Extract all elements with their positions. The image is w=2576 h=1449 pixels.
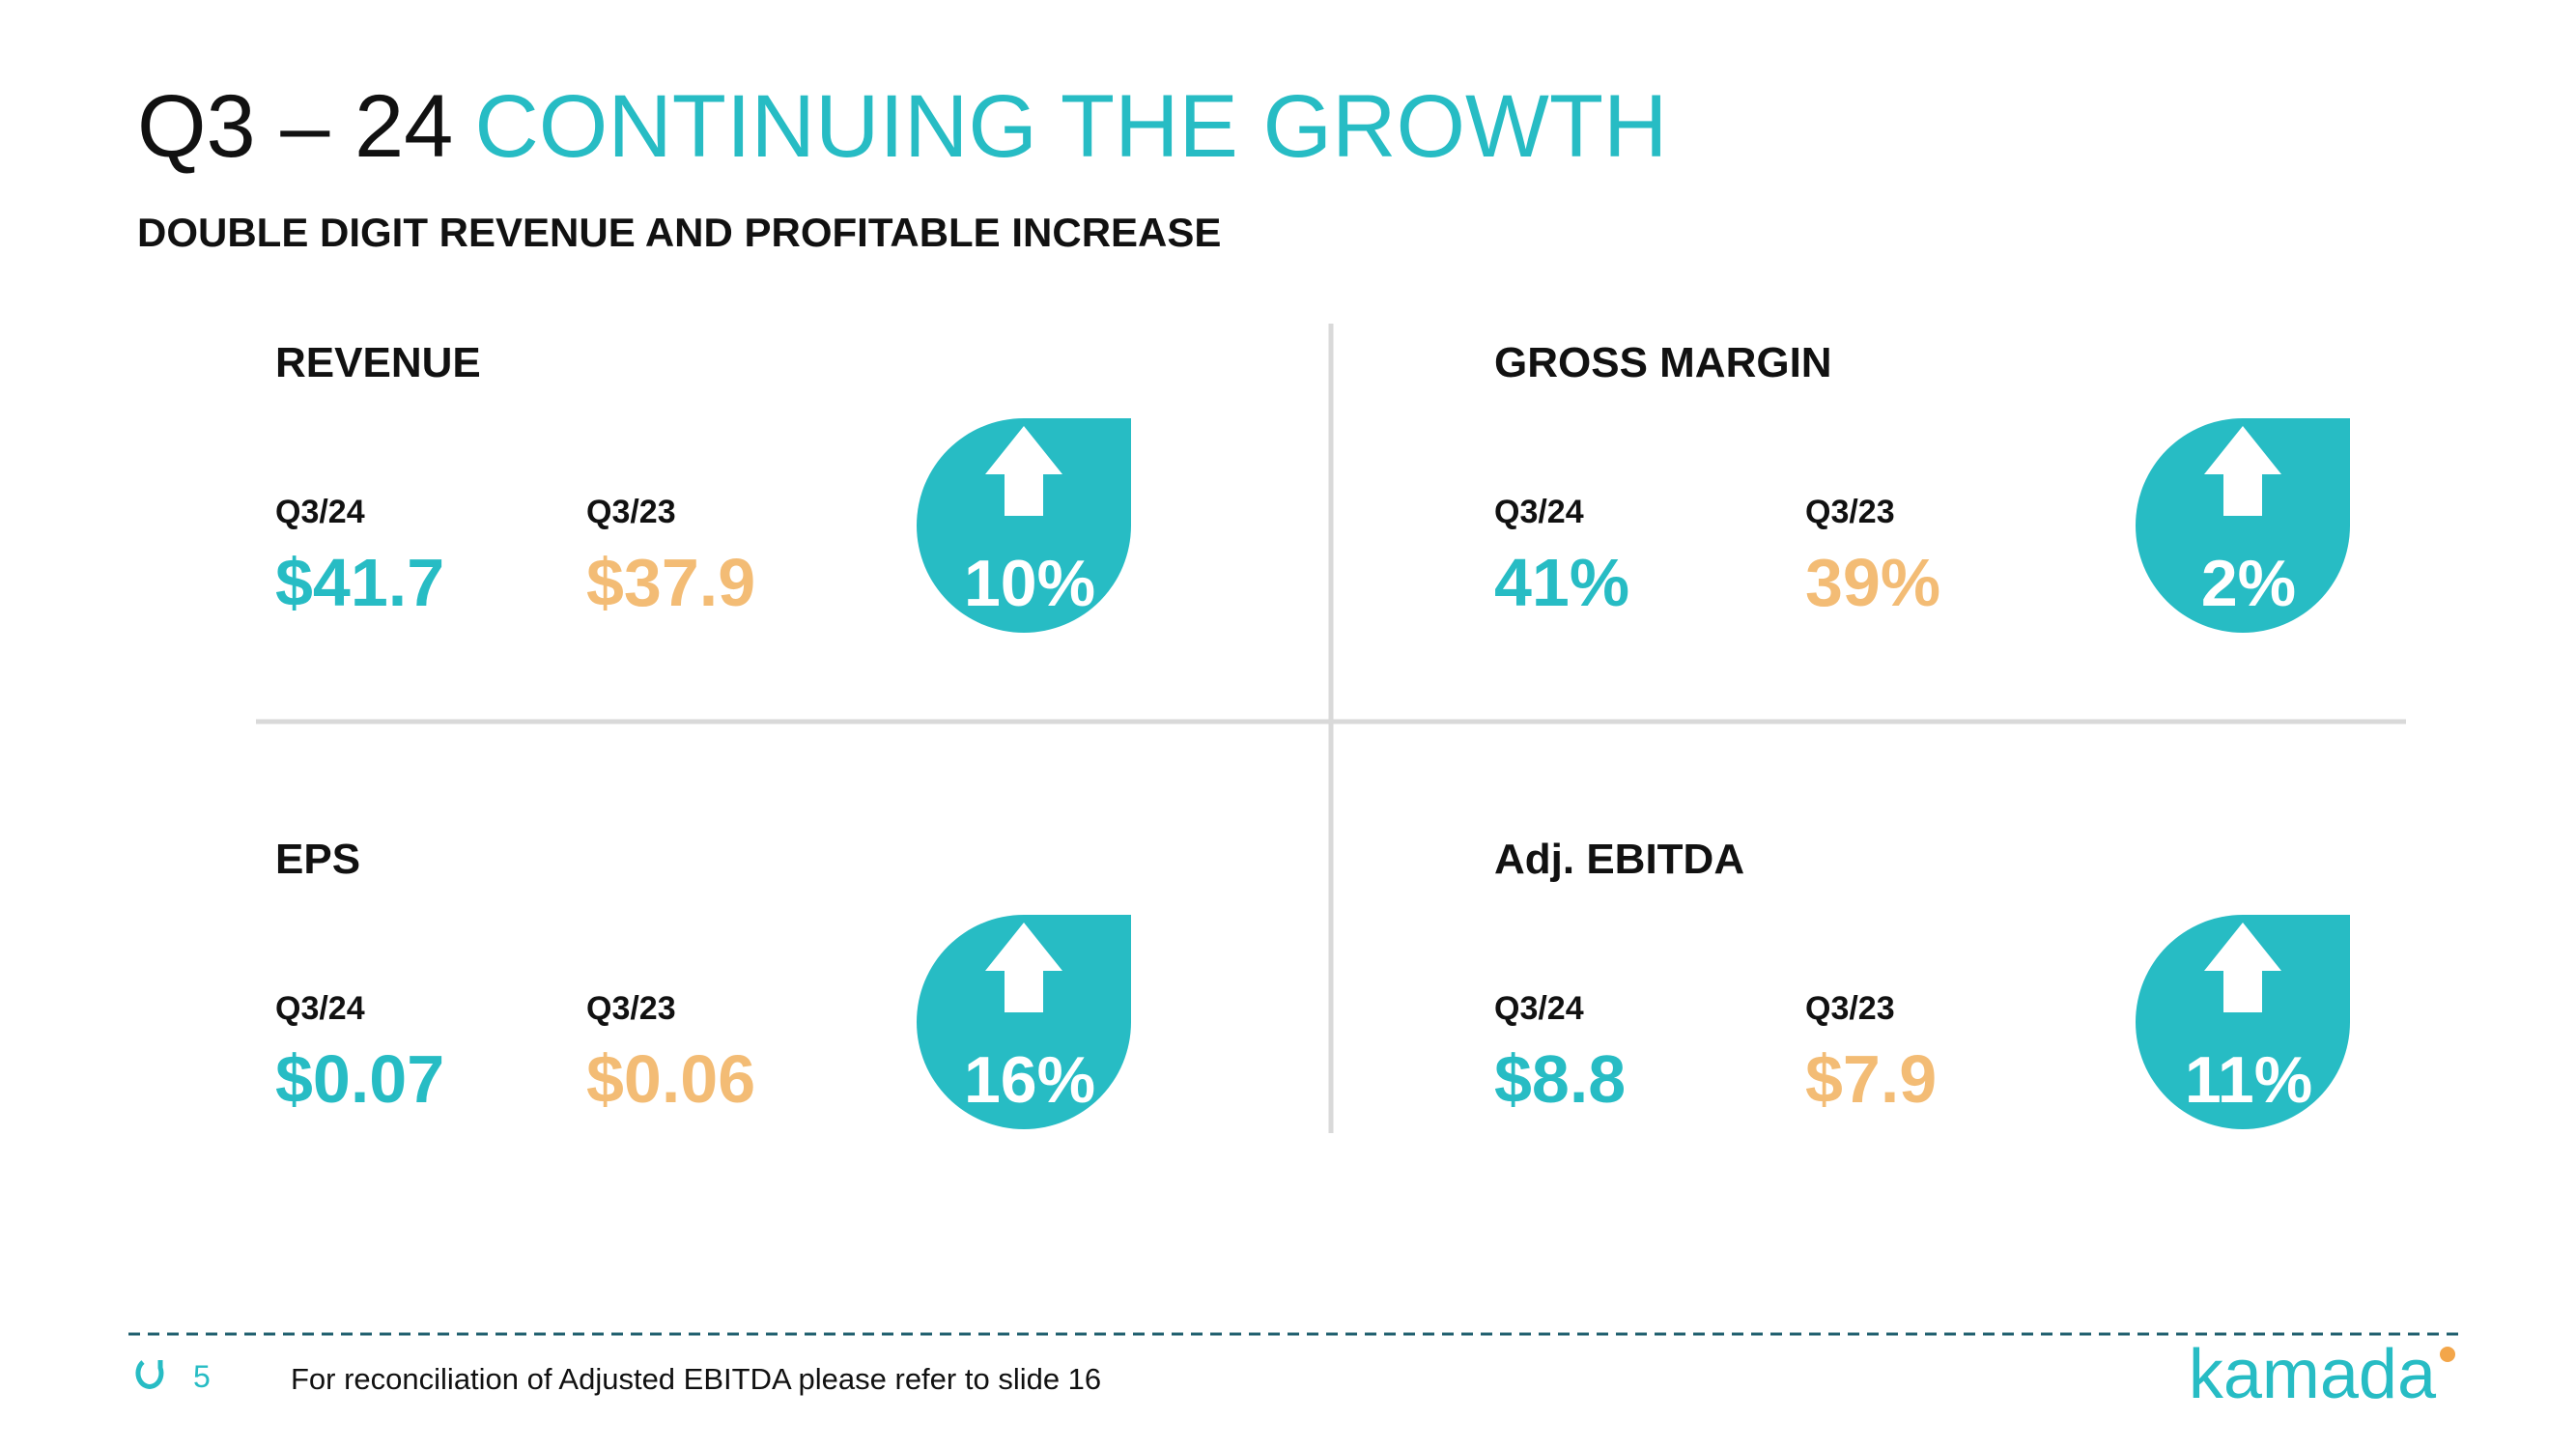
prior-value: $37.9 (586, 545, 755, 620)
footer-icon (135, 1360, 164, 1389)
title-lead: Q3 – 24 (137, 77, 453, 176)
metric-label: REVENUE (275, 339, 481, 386)
growth-value: 10% (964, 547, 1095, 620)
title: Q3 – 24 CONTINUING THE GROWTH (137, 77, 1668, 176)
up-arrow (985, 426, 1062, 516)
growth-value: 2% (2201, 547, 2296, 620)
growth-value: 11% (2185, 1043, 2312, 1117)
logo: kamada (2189, 1336, 2437, 1413)
prior-value: 39% (1805, 545, 1940, 620)
title-accent: CONTINUING THE GROWTH (474, 77, 1667, 176)
prior-value: $0.06 (586, 1041, 755, 1117)
current-value: 41% (1494, 545, 1629, 620)
current-label: Q3/24 (1494, 494, 1584, 530)
growth-badge (917, 418, 1131, 633)
current-label: Q3/24 (1494, 990, 1584, 1027)
logo-dot (2440, 1347, 2455, 1362)
growth-badge (2136, 915, 2350, 1129)
current-value: $0.07 (275, 1041, 444, 1117)
up-arrow (985, 923, 1062, 1012)
subtitle: DOUBLE DIGIT REVENUE AND PROFITABLE INCR… (137, 210, 1221, 255)
growth-badge (2136, 418, 2350, 633)
metric-label: GROSS MARGIN (1494, 339, 1832, 386)
growth-badge (917, 915, 1131, 1129)
current-value: $41.7 (275, 545, 444, 620)
prior-label: Q3/23 (586, 494, 676, 530)
prior-label: Q3/23 (586, 990, 676, 1027)
up-arrow (2204, 923, 2281, 1012)
current-label: Q3/24 (275, 990, 365, 1027)
prior-value: $7.9 (1805, 1041, 1937, 1117)
prior-label: Q3/23 (1805, 990, 1895, 1027)
metric-label: EPS (275, 836, 360, 883)
prior-label: Q3/23 (1805, 494, 1895, 530)
up-arrow (2204, 426, 2281, 516)
current-label: Q3/24 (275, 494, 365, 530)
current-value: $8.8 (1494, 1041, 1626, 1117)
metrics: REVENUE Q3/24 $41.7 Q3/23 $37.9 10% GROSS MARG… (275, 339, 2350, 1129)
page-number: 5 (193, 1359, 211, 1394)
growth-value: 16% (964, 1043, 1095, 1117)
metric-label: Adj. EBITDA (1494, 836, 1744, 883)
footnote: For reconciliation of Adjusted EBITDA pl… (291, 1362, 1101, 1396)
